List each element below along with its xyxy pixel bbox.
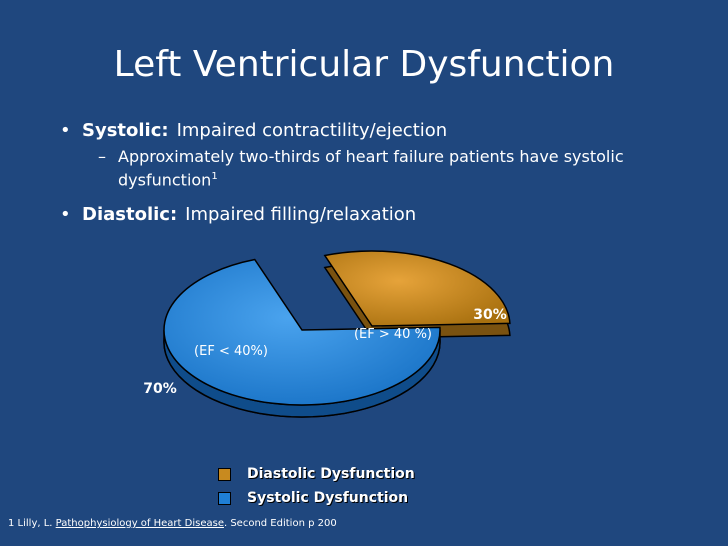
sub-bullet-text: Approximately two-thirds of heart failur… bbox=[118, 147, 624, 190]
legend-swatch-systolic bbox=[218, 491, 231, 505]
legend-label-systolic: Systolic Dysfunction bbox=[247, 490, 409, 506]
bullet-text-systolic: Impaired contractility/ejection bbox=[176, 120, 448, 141]
bullet-label-systolic: Systolic: bbox=[82, 120, 169, 141]
bullet-diastolic: Diastolic: Impaired filling/relaxation bbox=[60, 204, 700, 225]
sub-bullet: Approximately two-thirds of heart failur… bbox=[60, 147, 700, 190]
inner-label-diastolic: (EF > 40 %) bbox=[354, 327, 432, 342]
chart-legend: Diastolic Dysfunction Systolic Dysfuncti… bbox=[218, 462, 415, 510]
pie-slice-diastolic bbox=[323, 250, 511, 327]
legend-item-systolic: Systolic Dysfunction bbox=[218, 486, 415, 510]
inner-label-systolic: (EF < 40%) bbox=[194, 344, 268, 359]
bullet-list: Systolic: Impaired contractility/ejection… bbox=[60, 120, 700, 231]
legend-swatch-diastolic bbox=[218, 467, 231, 481]
footnote-prefix: 1 Lilly, L. bbox=[8, 518, 53, 529]
value-label-diastolic: 30% bbox=[473, 307, 507, 323]
pie-slice-systolic bbox=[163, 258, 441, 406]
legend-item-diastolic: Diastolic Dysfunction bbox=[218, 462, 415, 486]
value-label-systolic: 70% bbox=[143, 381, 177, 397]
slide-title: Left Ventricular Dysfunction bbox=[113, 44, 615, 85]
footnote: 1 Lilly, L. Pathophysiology of Heart Dis… bbox=[8, 518, 337, 529]
footnote-suffix: . Second Edition p 200 bbox=[223, 518, 337, 529]
footnote-book: Pathophysiology of Heart Disease bbox=[55, 518, 224, 529]
bullet-systolic: Systolic: Impaired contractility/ejection bbox=[60, 120, 700, 141]
legend-label-diastolic: Diastolic Dysfunction bbox=[247, 466, 415, 482]
bullet-text-diastolic: Impaired filling/relaxation bbox=[185, 204, 417, 226]
bullet-label-diastolic: Diastolic: bbox=[82, 204, 178, 226]
footnote-ref: 1 bbox=[211, 171, 218, 182]
